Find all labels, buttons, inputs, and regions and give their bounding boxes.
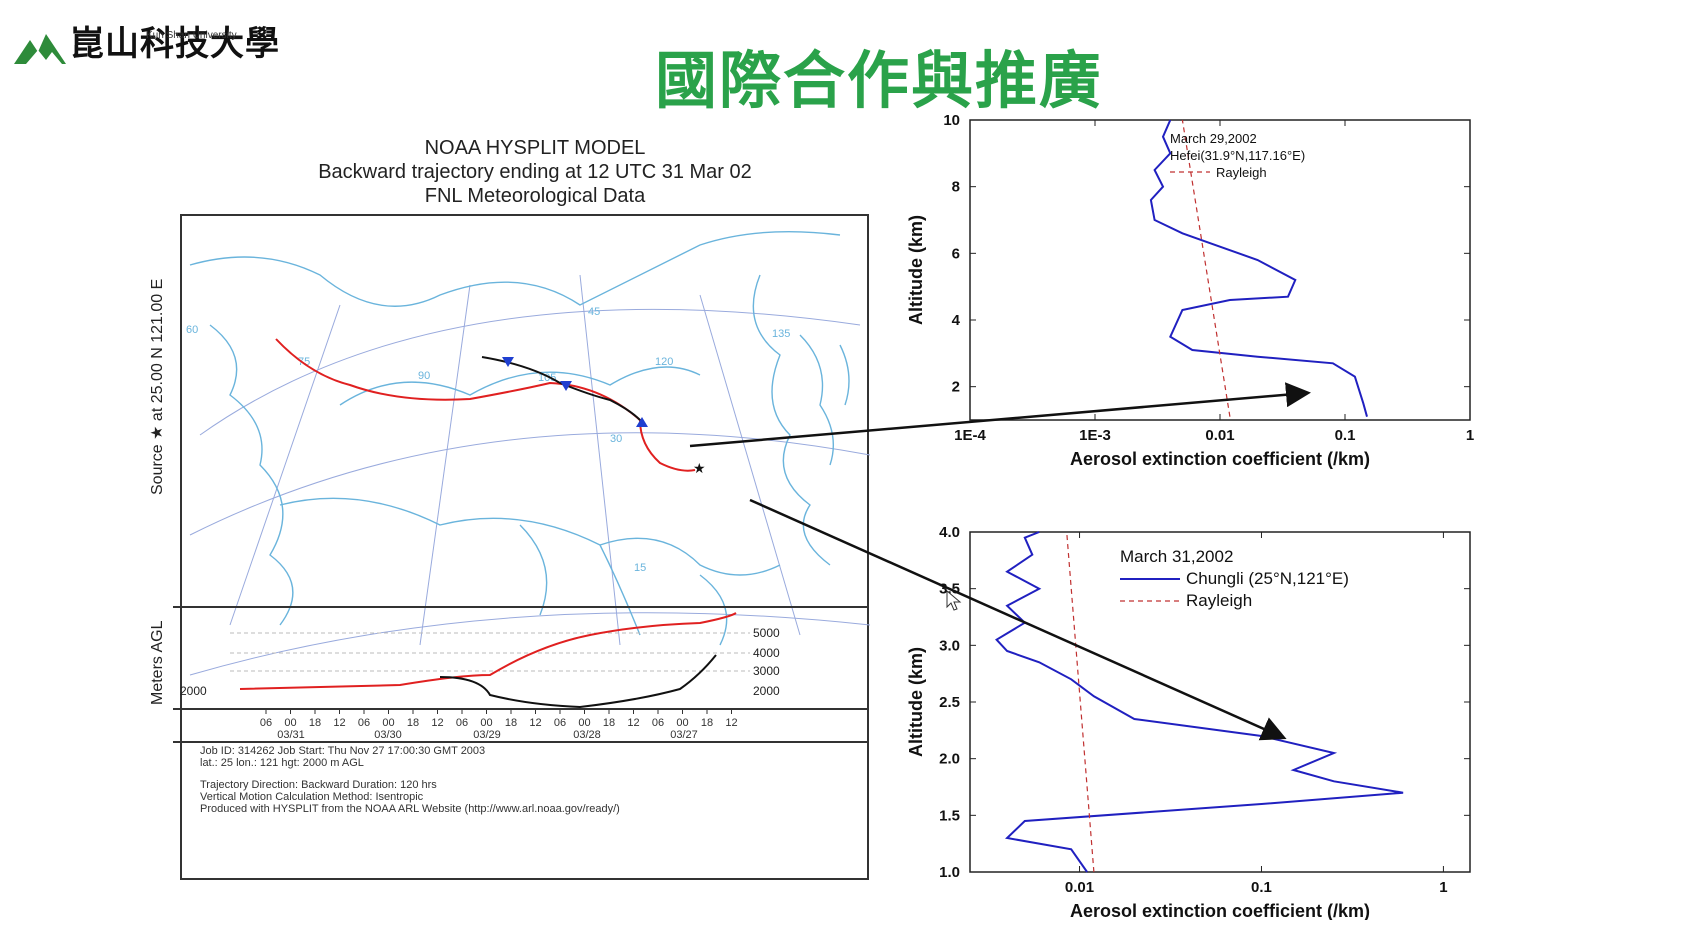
map-label-60: 60 [186,324,198,336]
x-tick-label: 1E-4 [954,427,986,444]
height-tick: 4000 [753,646,780,660]
footer-line: Trajectory Direction: Backward Duration:… [200,779,437,791]
height-black [439,654,717,709]
trajectory-marker-icon [502,357,514,367]
trajectory-marker-icon [560,381,572,391]
chart-title: March 29,2002 [1170,131,1257,146]
hysplit-title-line: Backward trajectory ending at 12 UTC 31 … [318,161,752,183]
hysplit-title-line: FNL Meteorological Data [424,185,646,207]
time-tick-label: 18 [603,717,615,729]
date-label: 03/29 [473,729,501,741]
logo-english-name: Kun Shan University [146,30,237,41]
footer-line: Job ID: 314262 Job Start: Thu Nov 27 17:… [200,745,485,757]
y-axis-label: Altitude (km) [906,647,926,757]
y-tick-label: 4.0 [939,524,960,541]
map-label-15: 15 [634,562,646,574]
y-tick-label: 2 [952,379,960,396]
time-tick-label: 18 [309,717,321,729]
date-label: 03/27 [670,729,698,741]
time-tick-label: 00 [676,717,688,729]
mouse-cursor-icon [946,590,962,611]
hysplit-title-line: NOAA HYSPLIT MODEL [424,137,646,159]
y-tick-label: 2.5 [939,694,960,711]
time-tick-label: 12 [333,717,345,729]
legend-label: Rayleigh [1216,165,1267,180]
y-tick-label: 2.0 [939,751,960,768]
legend-label: Rayleigh [1186,591,1252,610]
time-tick-label: 06 [260,717,272,729]
time-tick-label: 12 [725,717,737,729]
time-tick-label: 00 [578,717,590,729]
x-axis-label: Aerosol extinction coefficient (/km) [1070,901,1370,920]
chart-title: March 31,2002 [1120,547,1233,566]
hysplit-figure: 75 90 105 120 135 45 30 15 60 ★ 5000 400… [149,214,871,880]
map-label-135: 135 [772,328,790,340]
map-label-30: 30 [610,433,622,445]
x-tick-label: 1E-3 [1079,427,1111,444]
time-tick-label: 00 [480,717,492,729]
footer-line: Vertical Motion Calculation Method: Isen… [200,791,424,803]
chart-subtitle: Hefei(31.9°N,117.16°E) [1170,148,1305,163]
y-tick-label: 3.0 [939,637,960,654]
date-label: 03/30 [374,729,402,741]
y-tick-label: 8 [952,179,960,196]
x-tick-label: 1 [1466,427,1474,444]
time-tick-label: 00 [284,717,296,729]
y-tick-label: 1.0 [939,864,960,881]
map-label-120: 120 [655,356,673,368]
y-tick-label: 1.5 [939,807,960,824]
footer-line: lat.: 25 lon.: 121 hgt: 2000 m AGL [200,757,364,769]
time-tick-label: 12 [431,717,443,729]
x-axis-label: Aerosol extinction coefficient (/km) [1070,449,1370,469]
kun-shan-logo-icon [14,34,66,64]
trajectory-red [275,338,696,472]
legend-label: Chungli (25°N,121°E) [1186,569,1349,588]
plot-area [969,119,1471,421]
series-line [1066,531,1095,873]
y-tick-label: 4 [952,312,961,329]
date-label: 03/28 [573,729,601,741]
height-tick: 2000 [753,684,780,698]
time-axis: 06 00 18 12 06 00 18 12 06 00 18 12 06 00 18 12 06 00 18 12… [260,709,738,741]
y-axis-label: Altitude (km) [906,215,926,325]
x-tick-label: 0.1 [1335,427,1356,444]
time-tick-label: 06 [554,717,566,729]
height-tick: 3000 [753,664,780,678]
logo-chinese-name: 崑山科技大學 [70,24,280,64]
time-tick-label: 06 [652,717,664,729]
lidar-chart-march29: 1E-4 1E-3 0.01 0.1 1 10 8 6 4 2 Aerosol extinction… [906,112,1474,469]
x-tick-label: 0.01 [1065,879,1094,896]
time-tick-label: 06 [358,717,370,729]
x-tick-label: 0.1 [1251,879,1272,896]
date-label: 03/31 [277,729,305,741]
series-line [1149,119,1368,417]
slide-title: 國際合作與推廣 [655,44,1104,117]
height-red [239,612,737,690]
trajectory-black [481,356,641,421]
footer-line: Produced with HYSPLIT from the NOAA ARL … [200,803,620,815]
x-tick-label: 0.01 [1205,427,1234,444]
time-tick-label: 18 [407,717,419,729]
y-tick-label: 10 [943,112,960,129]
height-tick: 5000 [753,626,780,640]
source-star-icon: ★ [693,460,706,476]
trajectory-marker-icon [636,417,648,427]
time-tick-label: 12 [529,717,541,729]
hysplit-title: NOAA HYSPLIT MODEL Backward trajectory e… [225,136,845,208]
hysplit-footer: Job ID: 314262 Job Start: Thu Nov 27 17:… [200,745,620,815]
map-label-45: 45 [588,306,600,318]
time-tick-label: 12 [627,717,639,729]
source-side-label: Source ★ at 25.00 N 121.00 E [149,279,166,495]
x-tick-label: 1 [1439,879,1447,896]
height-left-value: 2000 [180,684,207,698]
map-label-90: 90 [418,370,430,382]
y-tick-label: 6 [952,245,960,262]
time-tick-label: 18 [505,717,517,729]
height-axis-label: Meters AGL [149,620,166,705]
time-tick-label: 00 [382,717,394,729]
time-tick-label: 06 [456,717,468,729]
time-tick-label: 18 [701,717,713,729]
